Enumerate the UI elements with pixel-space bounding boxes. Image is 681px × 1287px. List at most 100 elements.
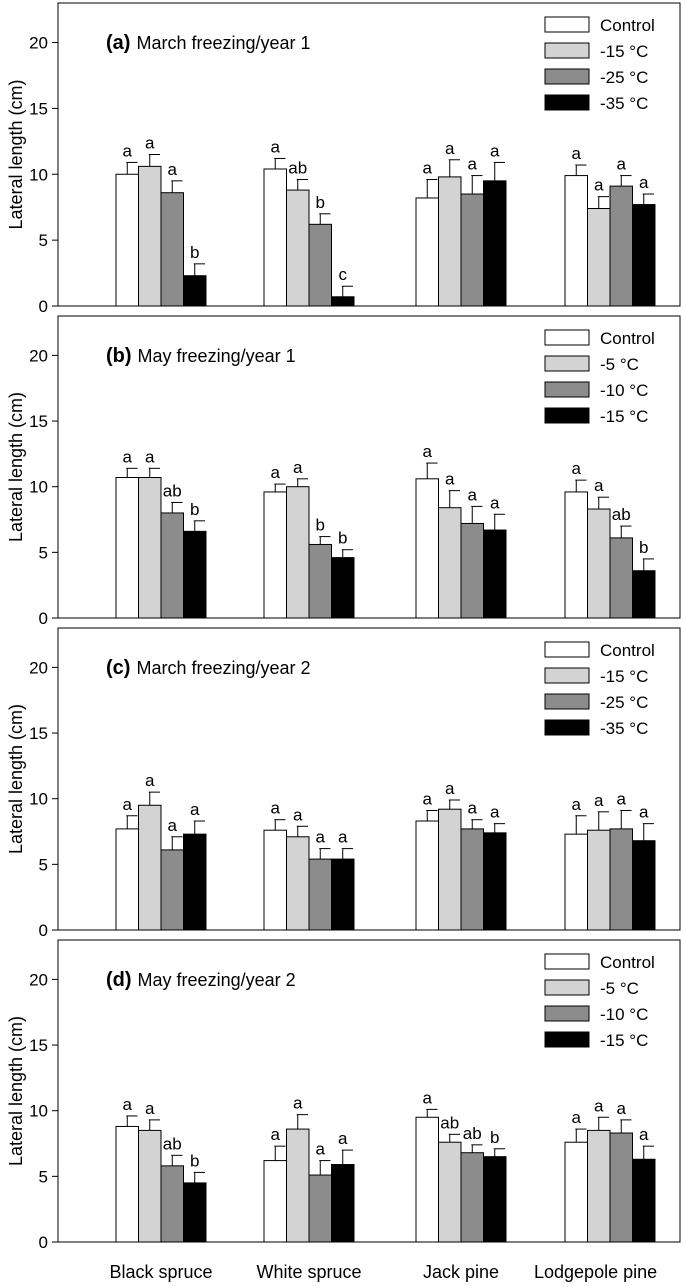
panel-d: 0 5 10 15 20 Lateral length (cm) (d) May freezi… (6, 939, 681, 1252)
y-tick-label: 0 (39, 1233, 48, 1252)
bar (286, 189, 310, 307)
legend-label: Control (600, 953, 655, 972)
bar (263, 1160, 287, 1243)
y-axis-label: Lateral length (cm) (6, 1016, 26, 1166)
legend-swatch (544, 641, 590, 658)
bar (587, 508, 611, 619)
bar (415, 478, 439, 619)
panel-c: 0 5 10 15 20 Lateral length (cm) (c) March free… (6, 627, 681, 940)
significance-label: b (490, 1128, 499, 1147)
legend-label: -10 °C (600, 1005, 648, 1024)
significance-label: a (123, 447, 133, 466)
bar (483, 529, 507, 619)
significance-label: a (123, 1095, 133, 1114)
bar (609, 537, 633, 619)
bar (564, 175, 588, 307)
legend-swatch (544, 667, 590, 684)
significance-label: a (445, 779, 455, 798)
legend-swatch (544, 693, 590, 710)
significance-label: a (145, 447, 155, 466)
significance-label: a (490, 803, 500, 822)
significance-label: ab (612, 505, 631, 524)
y-tick-label: 10 (29, 1102, 48, 1121)
bar (609, 185, 633, 307)
significance-label: a (293, 458, 303, 477)
legend-label: Control (600, 16, 655, 35)
significance-label: a (271, 799, 281, 818)
bar (483, 832, 507, 931)
legend-swatch (544, 329, 590, 346)
bar (183, 530, 207, 619)
significance-label: a (617, 1099, 627, 1118)
legend-label: -15 °C (600, 407, 648, 426)
panel-title-text: March freezing/year 1 (136, 33, 310, 53)
y-tick-label: 20 (29, 34, 48, 53)
significance-label: b (190, 500, 199, 519)
legend-swatch (544, 16, 590, 33)
plot-frame (57, 939, 681, 1243)
significance-label: b (316, 516, 325, 535)
panel-title: (b) May freezing/year 1 (106, 345, 296, 367)
bar (587, 829, 611, 931)
bar (286, 836, 310, 931)
significance-label: a (468, 485, 478, 504)
significance-label: a (490, 493, 500, 512)
bar (115, 477, 139, 619)
bar (138, 477, 162, 619)
panel-letter: (c) (106, 657, 130, 679)
significance-label: a (617, 155, 627, 174)
x-category-label: Jack pine (423, 1262, 499, 1282)
significance-label: b (190, 243, 199, 262)
bar (632, 570, 656, 619)
y-tick-label: 0 (39, 297, 48, 316)
bar (308, 858, 332, 931)
bar (138, 804, 162, 931)
bar (183, 275, 207, 307)
significance-label: a (316, 828, 326, 847)
legend-label: -5 °C (600, 979, 639, 998)
bar (308, 1174, 332, 1243)
legend-label: -35 °C (600, 94, 648, 113)
significance-label: a (293, 805, 303, 824)
significance-label: a (594, 476, 604, 495)
significance-label: a (423, 159, 433, 178)
y-tick-label: 5 (39, 543, 48, 562)
y-tick-label: 15 (29, 1036, 48, 1055)
significance-label: a (572, 144, 582, 163)
significance-label: a (293, 1094, 303, 1113)
bar (331, 1164, 355, 1243)
bar (115, 828, 139, 931)
legend-swatch (544, 1005, 590, 1022)
bar (609, 1132, 633, 1243)
significance-label: a (145, 771, 155, 790)
significance-label: ab (440, 1113, 459, 1132)
bar (138, 1129, 162, 1243)
bar (183, 1182, 207, 1243)
bar (160, 192, 184, 307)
bar (460, 1152, 484, 1243)
legend-label: -25 °C (600, 68, 648, 87)
bar (308, 543, 332, 619)
bar (632, 840, 656, 931)
legend-swatch (544, 953, 590, 970)
y-tick-label: 10 (29, 478, 48, 497)
legend-label: -35 °C (600, 719, 648, 738)
bar (438, 1141, 462, 1243)
bar (308, 223, 332, 307)
bar (115, 1125, 139, 1243)
significance-label: a (271, 1125, 281, 1144)
significance-label: a (145, 134, 155, 153)
significance-label: ab (163, 1134, 182, 1153)
legend-label: -25 °C (600, 693, 648, 712)
significance-label: a (168, 160, 178, 179)
significance-label: a (338, 828, 348, 847)
bar (286, 1128, 310, 1243)
significance-label: ab (163, 481, 182, 500)
plot-frame (57, 315, 681, 619)
x-category-label: Black spruce (109, 1262, 212, 1282)
y-tick-label: 20 (29, 970, 48, 989)
bar (160, 849, 184, 931)
y-tick-label: 20 (29, 346, 48, 365)
y-tick-label: 20 (29, 658, 48, 677)
significance-label: a (594, 791, 604, 810)
